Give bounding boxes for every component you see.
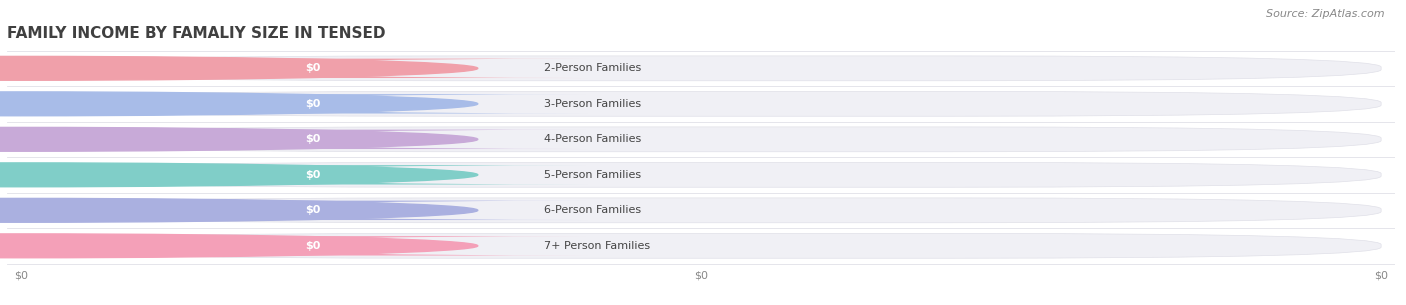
Text: 6-Person Families: 6-Person Families [544, 205, 641, 215]
FancyBboxPatch shape [21, 127, 1381, 152]
Circle shape [0, 198, 478, 222]
Circle shape [0, 127, 478, 151]
FancyBboxPatch shape [38, 165, 588, 185]
Text: 5-Person Families: 5-Person Families [544, 170, 641, 180]
Text: 7+ Person Families: 7+ Person Families [544, 241, 651, 251]
Text: $0: $0 [305, 170, 321, 180]
FancyBboxPatch shape [21, 198, 1381, 223]
FancyBboxPatch shape [38, 201, 588, 220]
Text: $0: $0 [305, 63, 321, 73]
FancyBboxPatch shape [38, 94, 588, 113]
Text: $0: $0 [305, 134, 321, 144]
FancyBboxPatch shape [21, 92, 1381, 116]
Circle shape [0, 92, 478, 116]
FancyBboxPatch shape [21, 233, 1381, 258]
Text: 3-Person Families: 3-Person Families [544, 99, 641, 109]
Circle shape [0, 234, 478, 258]
FancyBboxPatch shape [38, 236, 588, 256]
Circle shape [0, 163, 478, 187]
FancyBboxPatch shape [38, 59, 588, 78]
FancyBboxPatch shape [21, 162, 1381, 187]
Text: 4-Person Families: 4-Person Families [544, 134, 641, 144]
Text: 2-Person Families: 2-Person Families [544, 63, 641, 73]
Text: FAMILY INCOME BY FAMALIY SIZE IN TENSED: FAMILY INCOME BY FAMALIY SIZE IN TENSED [7, 26, 385, 41]
Text: $0: $0 [305, 99, 321, 109]
Text: $0: $0 [305, 205, 321, 215]
FancyBboxPatch shape [38, 130, 588, 149]
Text: Source: ZipAtlas.com: Source: ZipAtlas.com [1267, 9, 1385, 19]
Text: $0: $0 [305, 241, 321, 251]
Circle shape [0, 56, 478, 80]
FancyBboxPatch shape [21, 56, 1381, 81]
